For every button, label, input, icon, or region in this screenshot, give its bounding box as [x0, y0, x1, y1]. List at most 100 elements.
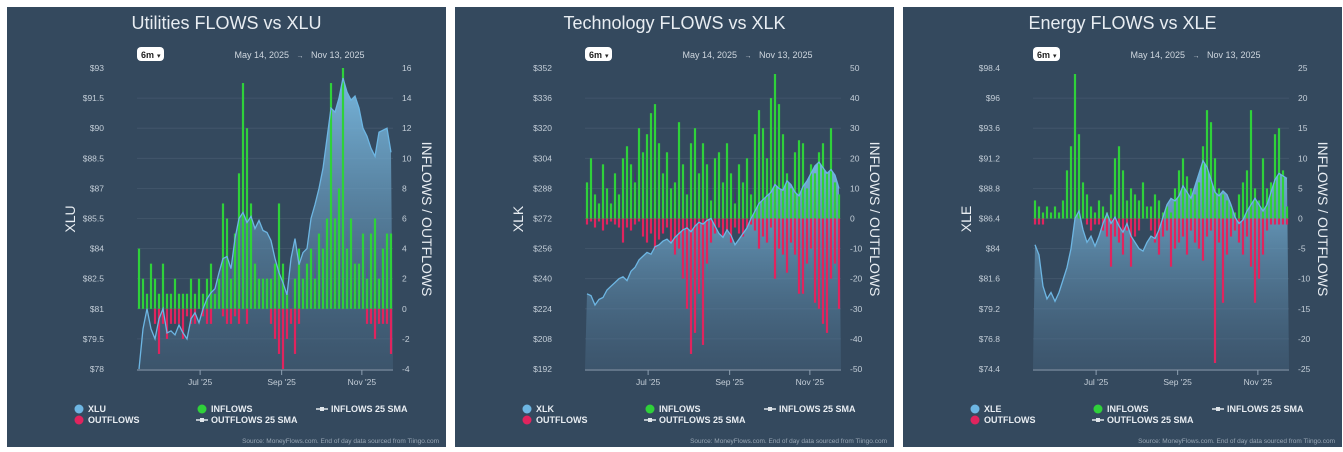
legend-item-outflows-sma[interactable]: OUTFLOWS 25 SMA [196, 415, 298, 425]
price-marker-icon[interactable] [970, 404, 980, 414]
range-button-label[interactable]: 6m [589, 50, 602, 60]
outflows-marker-icon[interactable] [74, 415, 84, 425]
date-start[interactable]: May 14, 2025 [1130, 50, 1185, 60]
outflow-bar [1169, 218, 1173, 267]
range-select-button[interactable]: 6m ▾ [1033, 47, 1060, 61]
inflow-bar [701, 143, 705, 219]
legend-item-outflows[interactable]: OUTFLOWS [970, 415, 1036, 425]
outflow-bar [1253, 218, 1257, 303]
outflow-bar [297, 308, 301, 324]
price-label[interactable]: XLK [536, 404, 555, 414]
inflows-sma-square-icon[interactable] [320, 407, 324, 411]
legend-item-inflows-sma[interactable]: INFLOWS 25 SMA [316, 404, 408, 414]
outflow-bar [1121, 218, 1125, 255]
legend-item-price[interactable]: XLK [522, 404, 555, 414]
price-label[interactable]: XLU [88, 404, 106, 414]
inflow-bar [1097, 200, 1101, 219]
outflows-sma-square-icon[interactable] [200, 418, 204, 422]
legend-item-outflows-sma[interactable]: OUTFLOWS 25 SMA [1092, 415, 1194, 425]
outflow-bar [1285, 218, 1289, 225]
date-start[interactable]: May 14, 2025 [234, 50, 289, 60]
date-end[interactable]: Nov 13, 2025 [311, 50, 365, 60]
outflow-bar [1265, 218, 1269, 231]
range-button-bg[interactable] [1033, 47, 1060, 61]
date-start[interactable]: May 14, 2025 [682, 50, 737, 60]
outflow-bar [785, 218, 789, 273]
outflows-marker-icon[interactable] [970, 415, 980, 425]
outflow-bar [709, 218, 713, 243]
range-button-label[interactable]: 6m [1037, 50, 1050, 60]
inflows-sma-label[interactable]: INFLOWS 25 SMA [331, 404, 408, 414]
inflows-sma-label[interactable]: INFLOWS 25 SMA [1227, 404, 1304, 414]
chevron-down-icon[interactable]: ▾ [605, 53, 609, 60]
inflow-bar [733, 203, 737, 219]
inflow-bar [153, 278, 157, 309]
outflow-bar [1041, 218, 1045, 225]
date-end[interactable]: Nov 13, 2025 [759, 50, 813, 60]
inflow-bar [633, 182, 637, 219]
price-marker-icon[interactable] [74, 404, 84, 414]
legend-item-inflows-sma[interactable]: INFLOWS 25 SMA [764, 404, 856, 414]
inflow-bar [1217, 188, 1221, 219]
y-left-tick-label: $256 [533, 244, 552, 254]
inflows-marker-icon[interactable] [1093, 404, 1103, 414]
outflow-bar [593, 218, 597, 228]
inflow-bar [757, 110, 761, 219]
y-left-tick-label: $86.4 [979, 214, 1001, 224]
range-button-bg[interactable] [585, 47, 612, 61]
price-marker-icon[interactable] [522, 404, 532, 414]
range-button-bg[interactable] [137, 47, 164, 61]
inflows-sma-square-icon[interactable] [768, 407, 772, 411]
legend-item-price[interactable]: XLE [970, 404, 1002, 414]
inflow-bar [1105, 212, 1109, 219]
range-select-button[interactable]: 6m ▾ [585, 47, 612, 61]
chevron-down-icon[interactable]: ▾ [1053, 53, 1057, 60]
inflow-bar [245, 128, 249, 309]
inflow-bar [1117, 146, 1121, 219]
inflows-label[interactable]: INFLOWS [659, 404, 701, 414]
outflow-bar [1245, 218, 1249, 237]
outflows-marker-icon[interactable] [522, 415, 532, 425]
legend-item-outflows[interactable]: OUTFLOWS [522, 415, 588, 425]
legend-item-price[interactable]: XLU [74, 404, 107, 414]
inflow-bar [1221, 194, 1225, 219]
legend-item-outflows[interactable]: OUTFLOWS [74, 415, 140, 425]
chevron-down-icon[interactable]: ▾ [157, 53, 161, 60]
outflow-bar [245, 308, 249, 324]
inflow-bar [809, 164, 813, 219]
price-line [1034, 159, 1288, 303]
inflow-bar [1149, 206, 1153, 219]
outflow-bar [1189, 218, 1193, 231]
range-select-button[interactable]: 6m ▾ [137, 47, 164, 61]
inflows-sma-square-icon[interactable] [1216, 407, 1220, 411]
outflows-sma-label[interactable]: OUTFLOWS 25 SMA [1107, 415, 1194, 425]
outflows-label[interactable]: OUTFLOWS [984, 415, 1036, 425]
inflow-bar [781, 134, 785, 219]
outflows-label[interactable]: OUTFLOWS [536, 415, 588, 425]
range-button-label[interactable]: 6m [141, 50, 154, 60]
date-end[interactable]: Nov 13, 2025 [1207, 50, 1261, 60]
legend-item-inflows-sma[interactable]: INFLOWS 25 SMA [1212, 404, 1304, 414]
inflow-bar [1073, 74, 1077, 219]
y-left-axis-title: XLE [958, 206, 974, 232]
price-label[interactable]: XLE [984, 404, 1002, 414]
legend-item-inflows[interactable]: INFLOWS [197, 404, 253, 414]
outflows-sma-label[interactable]: OUTFLOWS 25 SMA [659, 415, 746, 425]
outflows-sma-square-icon[interactable] [1096, 418, 1100, 422]
inflows-marker-icon[interactable] [197, 404, 207, 414]
legend-item-outflows-sma[interactable]: OUTFLOWS 25 SMA [644, 415, 746, 425]
inflow-bar [729, 173, 733, 219]
outflows-sma-square-icon[interactable] [648, 418, 652, 422]
inflows-sma-label[interactable]: INFLOWS 25 SMA [779, 404, 856, 414]
inflows-label[interactable]: INFLOWS [1107, 404, 1149, 414]
inflows-label[interactable]: INFLOWS [211, 404, 253, 414]
outflows-label[interactable]: OUTFLOWS [88, 415, 140, 425]
legend-item-inflows[interactable]: INFLOWS [1093, 404, 1149, 414]
legend-item-inflows[interactable]: INFLOWS [645, 404, 701, 414]
inflow-bar [1089, 206, 1093, 219]
outflows-sma-label[interactable]: OUTFLOWS 25 SMA [211, 415, 298, 425]
inflows-marker-icon[interactable] [645, 404, 655, 414]
inflow-bar [693, 128, 697, 219]
price-line [138, 77, 392, 370]
inflow-bar [237, 173, 241, 309]
